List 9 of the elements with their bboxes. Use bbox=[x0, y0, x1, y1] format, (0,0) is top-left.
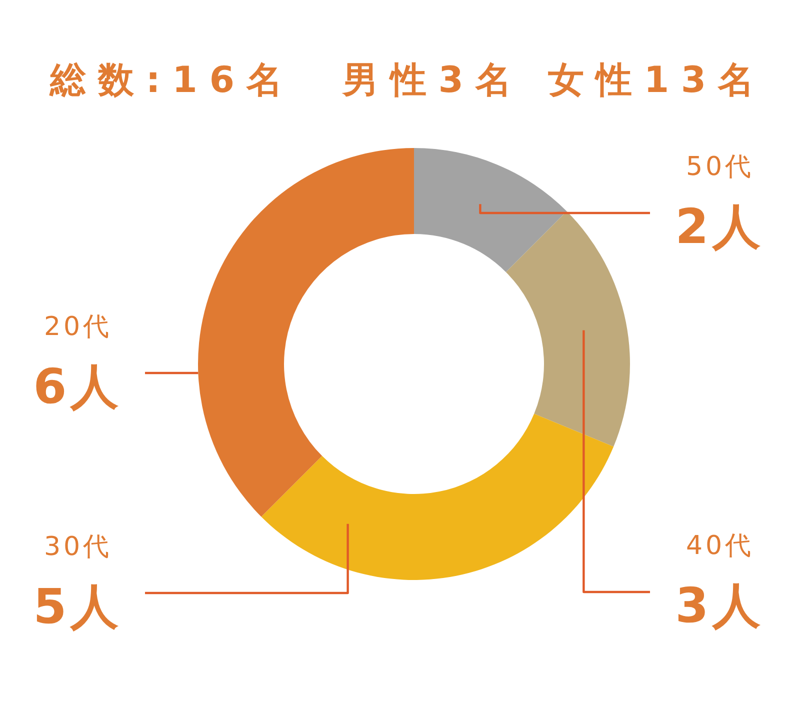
category-label: 30代 bbox=[44, 532, 112, 562]
category-label: 50代 bbox=[686, 152, 754, 182]
category-label: 40代 bbox=[686, 531, 754, 561]
value-label: 6人 bbox=[33, 359, 123, 415]
title: 総数:16名 男性3名 女性13名 bbox=[50, 60, 766, 101]
value-label: 3人 bbox=[675, 578, 765, 634]
value-label: 2人 bbox=[675, 199, 765, 255]
category-label: 20代 bbox=[44, 312, 112, 342]
value-label: 5人 bbox=[33, 579, 123, 635]
